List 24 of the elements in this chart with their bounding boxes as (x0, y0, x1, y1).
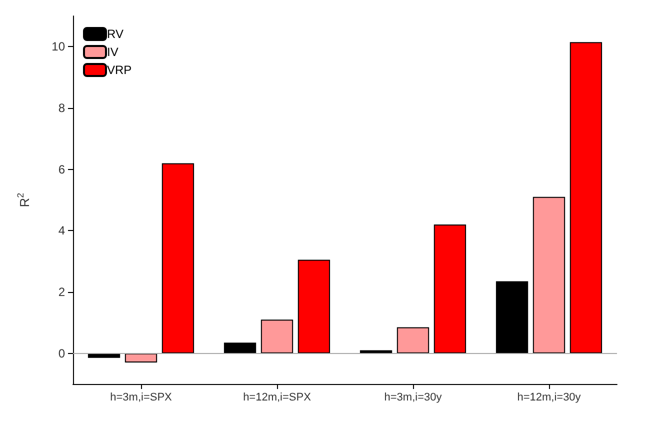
bar (570, 42, 602, 354)
legend-label: RV (107, 27, 124, 41)
x-tick-label: h=3m,i=30y (384, 392, 442, 404)
bar (224, 342, 256, 354)
legend-label: IV (107, 45, 118, 59)
legend-label: VRP (107, 63, 132, 77)
bar (434, 224, 466, 354)
bar (260, 320, 294, 354)
bar (396, 327, 430, 354)
bar (162, 163, 194, 354)
y-tick-label: 6 (58, 162, 66, 176)
x-tick-label: h=12m,i=30y (517, 392, 582, 404)
bar (124, 353, 158, 363)
bar (298, 260, 330, 354)
bar (496, 281, 528, 354)
y-axis-title: R2 (16, 192, 32, 208)
x-tick-label: h=12m,i=SPX (243, 392, 312, 404)
y-tick-label: 2 (58, 285, 66, 299)
x-tick-label: h=3m,i=SPX (110, 392, 173, 404)
y-tick-label: 10 (52, 40, 66, 54)
y-tick-label: 4 (58, 224, 66, 238)
y-tick-label: 8 (58, 101, 66, 115)
y-tick-label: 0 (58, 346, 66, 360)
bar (532, 196, 566, 354)
